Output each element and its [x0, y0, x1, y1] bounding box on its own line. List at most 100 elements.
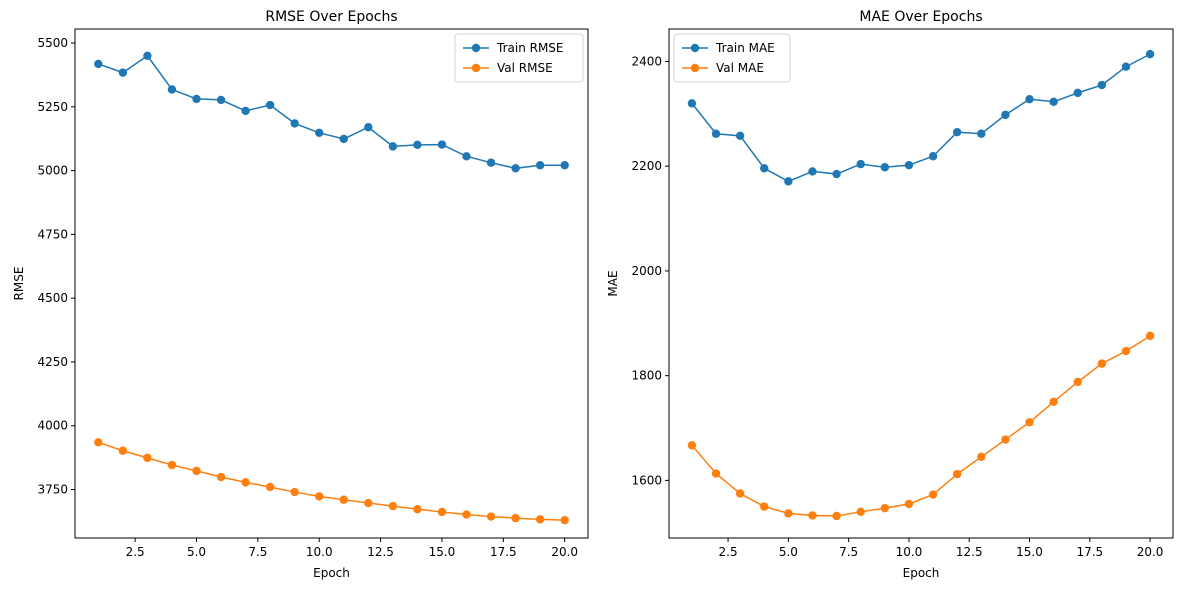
mae-data-point [1145, 49, 1155, 59]
rmse-data-point [315, 492, 324, 501]
rmse-x-tick-label: 2.5 [126, 545, 145, 559]
rmse-data-point [339, 495, 348, 504]
mae-x-tick-label: 17.5 [1076, 545, 1103, 559]
rmse-y-tick-label: 4750 [37, 227, 68, 241]
mae-x-tick-label: 2.5 [719, 545, 738, 559]
rmse-chart: 2.5 5.0 7.5 10.0 12.5 15.0 17.5 20.0 3750 4000 425… [12, 9, 589, 580]
mae-data-point [856, 159, 865, 169]
mae-y-axis-label: MAE [606, 270, 620, 296]
rmse-series-line [98, 54, 565, 170]
rmse-data-point [216, 472, 226, 482]
mae-legend: Train MAE Val MAE [673, 33, 791, 83]
rmse-legend-box [454, 33, 584, 83]
mae-data-point [880, 503, 890, 513]
mae-data-point [1025, 94, 1034, 104]
rmse-legend-label: Train RMSE [496, 41, 564, 55]
mae-series-0 [687, 49, 1155, 186]
mae-data-point [784, 509, 793, 518]
mae-data-point [977, 129, 986, 138]
rmse-data-point [364, 123, 373, 132]
rmse-data-point [535, 161, 545, 170]
mae-data-point [1073, 377, 1082, 387]
rmse-data-point [192, 466, 201, 476]
mae-data-point [760, 502, 769, 511]
mae-data-point [1145, 331, 1155, 341]
mae-data-point [832, 169, 841, 179]
rmse-data-point [241, 478, 250, 487]
rmse-legend-swatch-marker [471, 43, 481, 53]
mae-legend-swatch-marker [690, 43, 700, 53]
rmse-data-point [486, 512, 496, 521]
mae-legend-label: Val MAE [716, 61, 764, 75]
rmse-data-point [413, 504, 422, 514]
mae-series-line [691, 53, 1151, 183]
mae-x-tick-label: 12.5 [956, 545, 983, 559]
rmse-data-point [167, 85, 177, 94]
rmse-data-point [94, 59, 103, 69]
mae-plot-area [668, 28, 1174, 539]
mae-data-point [1025, 418, 1034, 427]
mae-y-tick-label: 2400 [631, 54, 662, 68]
rmse-data-point [315, 128, 324, 138]
rmse-plot-area [74, 28, 589, 539]
mae-data-point [1097, 359, 1107, 368]
rmse-x-tick-label: 17.5 [490, 545, 517, 559]
rmse-x-tick-label: 12.5 [367, 545, 394, 559]
rmse-data-point [388, 501, 398, 511]
mae-data-point [977, 452, 986, 462]
rmse-data-point [560, 161, 569, 170]
rmse-data-point [364, 498, 373, 508]
mae-data-point [880, 163, 890, 172]
mae-data-point [808, 511, 817, 520]
mae-data-point [1121, 346, 1131, 356]
rmse-data-point [437, 140, 447, 149]
rmse-series-0 [94, 51, 569, 173]
rmse-data-point [511, 164, 520, 173]
rmse-data-point [192, 94, 201, 104]
rmse-x-tick-label: 7.5 [248, 545, 267, 559]
rmse-x-tick-label: 10.0 [306, 545, 333, 559]
rmse-data-point [511, 513, 520, 523]
rmse-series-line [98, 441, 565, 521]
rmse-y-tick-label: 5250 [37, 100, 68, 114]
rmse-y-tick-label: 5500 [37, 36, 68, 50]
mae-x-tick-label: 10.0 [896, 545, 923, 559]
mae-legend-swatch-marker [690, 63, 700, 73]
rmse-data-point [486, 158, 496, 167]
mae-data-point [952, 127, 962, 137]
mae-data-point [735, 489, 745, 498]
mae-data-point [832, 511, 841, 521]
mae-data-point [1121, 62, 1131, 71]
mae-data-point [1097, 80, 1107, 90]
mae-data-point [1001, 435, 1010, 444]
rmse-data-point [265, 482, 275, 492]
mae-data-point [1049, 397, 1058, 407]
rmse-x-tick-label: 15.0 [429, 545, 456, 559]
mae-x-tick-label: 15.0 [1016, 545, 1043, 559]
mae-x-axis-label: Epoch [903, 566, 940, 580]
mae-data-point [1049, 97, 1058, 106]
mae-data-point [687, 99, 697, 108]
rmse-data-point [339, 134, 348, 144]
mae-data-point [760, 164, 769, 173]
rmse-y-axis-label: RMSE [12, 267, 26, 301]
mae-legend-box [673, 33, 791, 83]
rmse-data-point [290, 119, 299, 128]
rmse-data-point [118, 68, 128, 77]
rmse-data-point [216, 95, 226, 105]
rmse-x-axis-label: Epoch [313, 566, 350, 580]
rmse-data-point [167, 460, 177, 470]
mae-x-tick-label: 20.0 [1137, 545, 1164, 559]
rmse-data-point [118, 446, 128, 455]
mae-legend-label: Train MAE [715, 41, 775, 55]
rmse-data-point [143, 453, 152, 463]
rmse-data-point [290, 487, 299, 497]
mae-data-point [711, 469, 721, 478]
rmse-legend: Train RMSE Val RMSE [454, 33, 584, 83]
rmse-data-point [560, 515, 569, 525]
rmse-chart-title: RMSE Over Epochs [265, 9, 397, 25]
rmse-legend-label: Val RMSE [497, 61, 553, 75]
mae-data-point [928, 490, 938, 499]
